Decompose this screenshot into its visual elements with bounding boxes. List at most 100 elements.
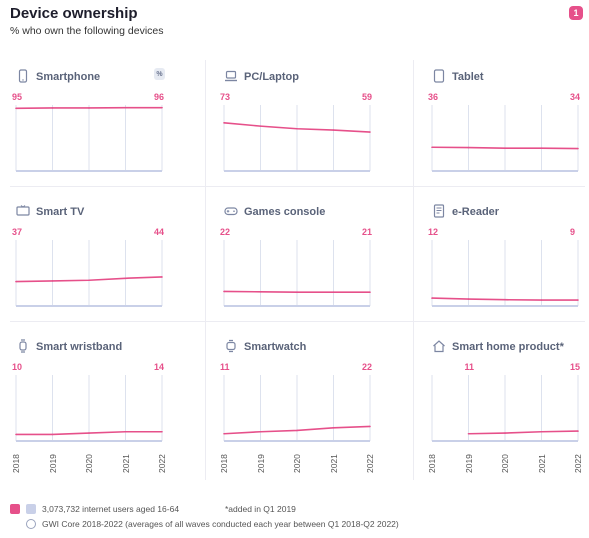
panel-e-reader: e-Reader 12 9 bbox=[428, 195, 580, 325]
data-point bbox=[504, 432, 506, 434]
start-value-label: 73 bbox=[220, 92, 231, 102]
column-divider bbox=[413, 60, 414, 480]
data-point bbox=[431, 297, 433, 299]
footer-audience: 3,073,732 internet users aged 16-64 bbox=[42, 504, 180, 514]
smart-home-icon bbox=[432, 339, 446, 353]
data-point bbox=[259, 430, 262, 433]
data-point bbox=[577, 430, 579, 432]
data-point bbox=[296, 429, 298, 432]
data-point bbox=[259, 125, 262, 127]
line-chart bbox=[223, 105, 371, 172]
panel-smart-wristband: Smart wristband 10 14 2018 2019 2020 2021 2022 bbox=[11, 330, 167, 473]
x-tick-label: 2022 bbox=[573, 454, 583, 473]
line-chart bbox=[223, 375, 371, 442]
data-point bbox=[577, 299, 579, 301]
footer-source: GWI Core 2018-2022 (averages of all wave… bbox=[42, 519, 399, 529]
data-point bbox=[332, 129, 335, 131]
data-point bbox=[431, 146, 433, 149]
x-tick-label: 2019 bbox=[463, 454, 474, 473]
panel-smart-tv: Smart TV 37 44 bbox=[12, 195, 165, 325]
end-value-label: 96 bbox=[154, 92, 165, 102]
data-point bbox=[577, 147, 579, 150]
line-chart bbox=[431, 375, 579, 442]
data-point bbox=[540, 430, 543, 433]
data-point bbox=[124, 430, 127, 433]
x-tick-label: 2018 bbox=[427, 454, 437, 473]
data-point bbox=[15, 433, 17, 436]
percent-badge: % bbox=[154, 68, 165, 80]
x-tick-label: 2022 bbox=[157, 454, 167, 473]
data-point bbox=[332, 427, 335, 429]
end-value-label: 9 bbox=[570, 227, 576, 237]
data-point bbox=[504, 147, 506, 150]
start-value-label: 10 bbox=[12, 362, 23, 372]
end-value-label: 21 bbox=[362, 227, 373, 237]
panel-title: Smartphone bbox=[36, 71, 101, 83]
tablet-icon bbox=[432, 69, 446, 83]
start-value-label: 22 bbox=[220, 227, 231, 237]
start-value-label: 12 bbox=[428, 227, 439, 237]
panel-tablet: Tablet 36 34 bbox=[428, 60, 580, 190]
data-point bbox=[296, 291, 298, 293]
chart-number-badge: 1 bbox=[569, 6, 583, 20]
panel-title: Smartwatch bbox=[244, 341, 307, 353]
audience-icon bbox=[10, 504, 20, 514]
data-point bbox=[467, 432, 470, 435]
end-value-label: 14 bbox=[154, 362, 165, 372]
data-point bbox=[467, 298, 470, 300]
data-point bbox=[88, 279, 90, 282]
x-tick-label: 2018 bbox=[11, 454, 21, 473]
data-point bbox=[51, 280, 54, 282]
data-point bbox=[223, 122, 225, 124]
laptop-icon bbox=[224, 69, 238, 83]
panel-smartwatch: Smartwatch 11 22 2018 2019 2020 2021 2022 bbox=[219, 330, 375, 473]
panel-title: Games console bbox=[244, 206, 326, 218]
data-point bbox=[540, 299, 543, 301]
data-point bbox=[124, 106, 127, 109]
start-value-label: 95 bbox=[12, 92, 23, 102]
footer-note: *added in Q1 2019 bbox=[225, 504, 296, 514]
row-divider bbox=[10, 321, 585, 322]
x-tick-label: 2021 bbox=[536, 454, 547, 473]
data-point bbox=[369, 131, 371, 133]
x-tick-label: 2020 bbox=[292, 454, 302, 473]
data-point bbox=[15, 107, 17, 110]
panel-games-console: Games console 22 21 bbox=[220, 195, 373, 325]
line-chart bbox=[431, 105, 579, 172]
panel-title: e-Reader bbox=[452, 206, 500, 218]
end-value-label: 15 bbox=[570, 362, 581, 372]
line-chart bbox=[15, 105, 163, 172]
panel-title: Smart TV bbox=[36, 206, 85, 218]
people-icon bbox=[26, 504, 36, 514]
panel-title: Smart wristband bbox=[36, 341, 123, 353]
x-tick-label: 2020 bbox=[84, 454, 94, 473]
data-point bbox=[296, 127, 298, 130]
x-tick-label: 2019 bbox=[255, 454, 266, 473]
tv-icon bbox=[16, 204, 30, 218]
data-point bbox=[223, 290, 225, 293]
data-point bbox=[161, 430, 163, 433]
data-point bbox=[223, 432, 225, 435]
panel-pc-laptop: PC/Laptop 73 59 bbox=[220, 60, 373, 190]
x-tick-label: 2020 bbox=[500, 454, 510, 473]
x-tick-label: 2019 bbox=[47, 454, 58, 473]
panel-smartphone: Smartphone% 95 96 bbox=[12, 60, 165, 190]
column-divider bbox=[205, 60, 206, 480]
end-value-label: 59 bbox=[362, 92, 373, 102]
panel-title: PC/Laptop bbox=[244, 71, 299, 83]
ereader-icon bbox=[432, 204, 446, 218]
data-point bbox=[161, 276, 163, 278]
line-chart bbox=[15, 240, 163, 307]
data-point bbox=[88, 432, 90, 434]
data-point bbox=[504, 298, 506, 301]
wristband-icon bbox=[16, 339, 30, 353]
data-point bbox=[467, 146, 470, 149]
gamepad-icon bbox=[224, 204, 238, 218]
panel-title: Tablet bbox=[452, 71, 484, 83]
start-value-label: 36 bbox=[428, 92, 439, 102]
page-subtitle: % who own the following devices bbox=[10, 25, 164, 37]
x-tick-label: 2018 bbox=[219, 454, 229, 473]
end-value-label: 44 bbox=[154, 227, 165, 237]
line-chart bbox=[15, 375, 163, 442]
data-point bbox=[124, 277, 127, 280]
